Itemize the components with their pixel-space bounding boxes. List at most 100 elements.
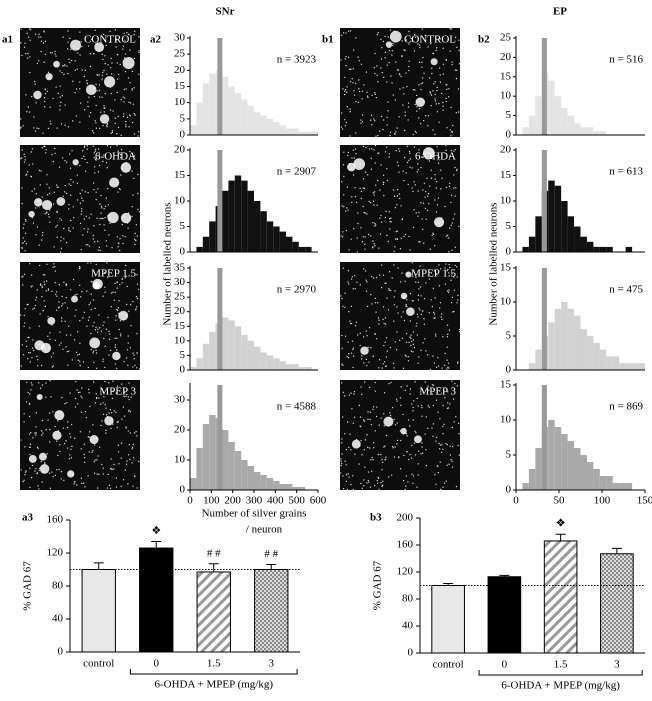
grain bbox=[352, 422, 354, 424]
histogram-bar bbox=[279, 231, 286, 252]
grain bbox=[405, 305, 407, 307]
micrograph-label: MPEP 1.5 bbox=[91, 268, 136, 280]
grain bbox=[435, 103, 437, 105]
grain bbox=[114, 344, 117, 346]
grain bbox=[371, 124, 373, 126]
grain bbox=[102, 413, 105, 415]
grain bbox=[449, 182, 451, 185]
grain bbox=[53, 263, 55, 265]
grain bbox=[116, 308, 118, 311]
grain bbox=[29, 39, 31, 41]
grain bbox=[351, 201, 353, 203]
grain bbox=[74, 406, 77, 408]
grain bbox=[363, 336, 365, 338]
grain bbox=[402, 413, 404, 416]
grain bbox=[49, 412, 51, 414]
grain bbox=[28, 111, 31, 113]
grain bbox=[103, 224, 105, 226]
grain bbox=[447, 407, 449, 409]
grain bbox=[364, 248, 366, 250]
grain bbox=[410, 350, 413, 352]
grain bbox=[52, 476, 54, 478]
grain bbox=[54, 152, 56, 155]
grain bbox=[370, 119, 372, 121]
histogram-bar bbox=[247, 105, 254, 135]
grain bbox=[353, 90, 355, 92]
grain bbox=[110, 349, 112, 352]
grain bbox=[74, 294, 76, 296]
grain bbox=[345, 448, 347, 451]
grain bbox=[104, 229, 106, 231]
grain bbox=[33, 116, 35, 118]
grain bbox=[84, 461, 86, 463]
grain bbox=[435, 366, 438, 368]
grain bbox=[368, 200, 370, 202]
grain bbox=[445, 149, 447, 151]
grain bbox=[83, 311, 85, 313]
grain bbox=[374, 245, 376, 247]
histogram-bar bbox=[535, 349, 542, 370]
y-tick-label: 30 bbox=[174, 276, 186, 288]
histogram-bar bbox=[574, 226, 581, 252]
grain bbox=[103, 111, 105, 113]
grain bbox=[20, 28, 22, 30]
grain bbox=[43, 97, 46, 99]
grain bbox=[99, 446, 101, 448]
grain bbox=[20, 365, 22, 367]
grain bbox=[116, 426, 118, 428]
grain bbox=[109, 30, 111, 33]
grain bbox=[22, 481, 24, 483]
grain bbox=[388, 382, 390, 385]
grain bbox=[134, 30, 136, 32]
grain bbox=[36, 446, 39, 448]
grain bbox=[437, 411, 439, 413]
grain bbox=[76, 389, 78, 391]
grain bbox=[344, 76, 346, 79]
grain bbox=[121, 148, 123, 151]
grain bbox=[415, 325, 417, 327]
grain bbox=[418, 117, 420, 119]
grain bbox=[59, 218, 61, 220]
grain bbox=[93, 460, 95, 463]
grain bbox=[400, 404, 402, 406]
histogram-bar bbox=[606, 246, 613, 252]
grain bbox=[380, 58, 383, 60]
grain bbox=[40, 170, 42, 172]
grain bbox=[388, 289, 390, 291]
grain bbox=[109, 109, 112, 111]
grain bbox=[362, 268, 365, 270]
grain bbox=[346, 105, 348, 108]
grain bbox=[425, 465, 428, 467]
grain bbox=[111, 130, 113, 132]
grain bbox=[394, 133, 396, 135]
grain bbox=[107, 204, 109, 206]
grain bbox=[34, 130, 37, 132]
grain bbox=[25, 53, 27, 55]
grain bbox=[119, 63, 121, 66]
grain bbox=[25, 220, 27, 222]
grain bbox=[106, 125, 108, 127]
grain bbox=[118, 328, 120, 331]
micrograph bbox=[340, 145, 460, 253]
grain bbox=[448, 96, 450, 98]
grain bbox=[122, 45, 125, 47]
grain bbox=[377, 32, 379, 34]
grain bbox=[135, 296, 138, 298]
grain bbox=[398, 73, 401, 75]
grain bbox=[66, 351, 68, 353]
grain bbox=[373, 442, 375, 444]
grain bbox=[451, 273, 453, 275]
y-tick-label: 20 bbox=[500, 144, 512, 156]
grain bbox=[65, 283, 67, 285]
cell bbox=[430, 58, 438, 66]
grain bbox=[114, 122, 116, 124]
grain bbox=[368, 481, 370, 483]
grain bbox=[418, 273, 420, 275]
grain bbox=[412, 190, 414, 193]
cell bbox=[92, 278, 103, 290]
grain bbox=[359, 344, 361, 347]
grain bbox=[34, 470, 36, 472]
grain bbox=[21, 202, 23, 205]
grain bbox=[52, 160, 55, 163]
grain bbox=[383, 194, 385, 197]
